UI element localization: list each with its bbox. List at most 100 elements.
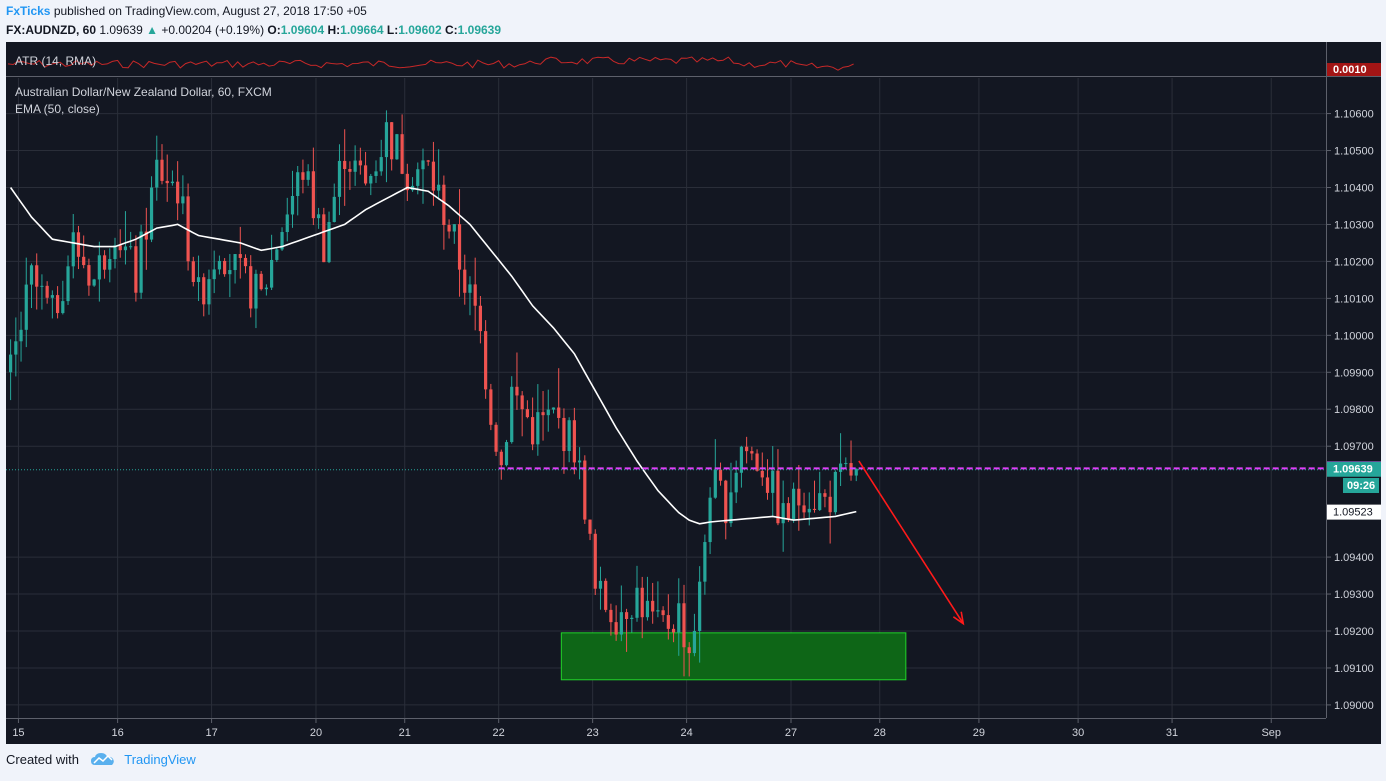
- y-tick-label: 1.10200: [1334, 256, 1374, 268]
- candle: [807, 492, 811, 526]
- candle: [577, 447, 582, 480]
- close-label: C:: [444, 23, 458, 37]
- candle: [854, 468, 858, 482]
- candle: [494, 422, 498, 457]
- high-label: H:: [327, 23, 341, 37]
- x-tick-label: 30: [1072, 727, 1084, 739]
- candle: [541, 391, 545, 441]
- candle: [593, 529, 597, 595]
- y-tick-label: 1.10400: [1334, 182, 1374, 194]
- candle: [792, 482, 796, 523]
- candle: [828, 480, 832, 544]
- candle: [687, 642, 691, 677]
- candle: [254, 269, 258, 329]
- candle: [311, 147, 315, 226]
- candle: [557, 368, 561, 429]
- tradingview-brand-link[interactable]: TradingView: [124, 752, 196, 767]
- low-value: 1.09602: [398, 23, 442, 37]
- candle: [348, 161, 352, 190]
- candle: [243, 254, 248, 274]
- candle: [322, 207, 326, 263]
- svg-text:09:26: 09:26: [1347, 480, 1375, 492]
- candle: [515, 352, 519, 410]
- candle: [264, 284, 268, 296]
- candle: [285, 197, 289, 242]
- candle: [35, 253, 39, 310]
- chart-frame[interactable]: ATR (14, RMA) 0.0010 1.10600 1.10500 1.104…: [6, 42, 1381, 744]
- chart-title: Australian Dollar/New Zealand Dollar, 60…: [15, 85, 272, 99]
- symbol-label: FX:AUDNZD, 60: [6, 23, 97, 37]
- candle: [379, 139, 383, 176]
- candle: [24, 257, 28, 348]
- candle: [395, 133, 399, 160]
- ema-line: [9, 186, 857, 525]
- svg-text:1.09639: 1.09639: [1333, 464, 1373, 476]
- y-tick-label: 1.09000: [1334, 700, 1374, 712]
- candle: [102, 250, 107, 279]
- x-tick-label: 17: [205, 727, 217, 739]
- candle: [316, 207, 321, 229]
- candle: [698, 566, 702, 663]
- candle: [82, 235, 86, 269]
- candle: [609, 603, 613, 636]
- x-tick-label: 16: [111, 727, 123, 739]
- price-chart[interactable]: ATR (14, RMA) 0.0010 1.10600 1.10500 1.104…: [6, 42, 1381, 744]
- candle: [9, 339, 13, 401]
- candle: [238, 226, 242, 279]
- candle: [87, 258, 91, 296]
- candle: [217, 255, 222, 275]
- candle: [207, 269, 211, 315]
- y-tick-label: 1.10300: [1334, 219, 1374, 231]
- atr-pane: ATR (14, RMA) 0.0010: [6, 42, 1381, 77]
- candle: [776, 449, 780, 526]
- candle: [833, 470, 837, 515]
- candle: [478, 296, 483, 344]
- candle: [369, 173, 373, 196]
- candle: [233, 253, 237, 284]
- x-tick-label: 28: [874, 727, 886, 739]
- candle: [270, 234, 274, 291]
- low-label: L:: [386, 23, 399, 37]
- candle: [113, 237, 117, 269]
- candle: [651, 582, 655, 624]
- candle: [45, 281, 49, 304]
- candles: [9, 110, 858, 677]
- candle: [463, 254, 467, 305]
- author-link[interactable]: FxTicks: [6, 4, 51, 18]
- candle: [562, 408, 566, 474]
- candle: [750, 446, 754, 461]
- candle: [160, 144, 164, 185]
- candle: [718, 462, 723, 486]
- candle: [536, 384, 540, 456]
- time-axis: 15 16 17 20 21 22 23 24 27 28 29 30 31 Sep: [12, 718, 1281, 739]
- candle: [259, 271, 263, 291]
- candle: [546, 389, 550, 432]
- chart-header: FxTicks published on TradingView.com, Au…: [6, 0, 1380, 42]
- candle: [531, 397, 535, 451]
- arrow-head: [952, 611, 965, 626]
- x-tick-label: 27: [785, 727, 797, 739]
- candle: [196, 255, 201, 302]
- y-tick-label: 1.09700: [1334, 441, 1374, 453]
- y-tick-label: 1.09800: [1334, 404, 1374, 416]
- candle: [442, 175, 446, 250]
- y-tick-label: 1.10500: [1334, 146, 1374, 158]
- candle: [426, 159, 430, 166]
- publish-line: FxTicks published on TradingView.com, Au…: [6, 4, 367, 18]
- chart-background: [6, 42, 1381, 744]
- candle: [520, 391, 524, 437]
- candle: [202, 273, 206, 317]
- candle: [598, 566, 603, 610]
- x-tick-label: 20: [310, 727, 322, 739]
- candle: [583, 455, 587, 524]
- candle: [624, 608, 629, 652]
- candle: [144, 207, 148, 270]
- candle: [176, 161, 180, 221]
- candle: [55, 286, 60, 319]
- candle: [484, 320, 488, 399]
- candle: [671, 624, 676, 643]
- candle: [468, 276, 472, 316]
- candle: [66, 255, 70, 305]
- candle: [635, 565, 639, 622]
- candle: [363, 151, 368, 186]
